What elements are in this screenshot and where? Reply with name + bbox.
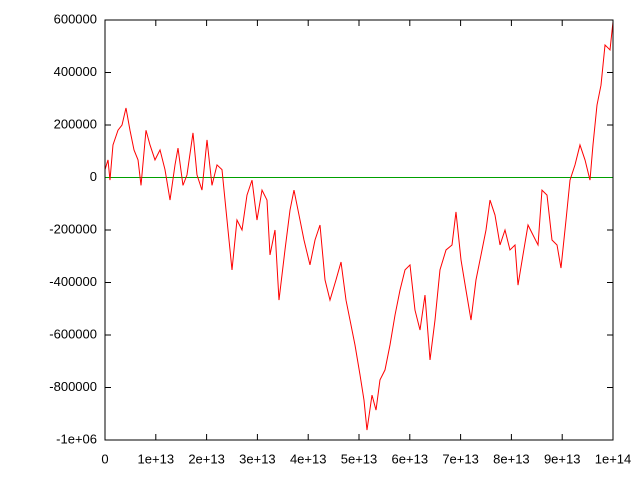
y-tick-label: 600000 [54,11,97,26]
x-tick-label: 8e+13 [493,451,530,466]
x-tick-label: 9e+13 [544,451,581,466]
data-line [104,21,614,431]
x-tick-label: 1e+13 [138,451,175,466]
x-tick-label: 5e+13 [341,451,378,466]
y-tick-label: 400000 [54,64,97,79]
x-tick-label: 7e+13 [442,451,479,466]
x-tick-label: 4e+13 [290,451,327,466]
y-tick-label: 200000 [54,116,97,131]
y-tick-label: -200000 [49,221,97,236]
x-tick-label: 6e+13 [392,451,429,466]
x-tick-label: 2e+13 [188,451,225,466]
y-tick-label: -600000 [49,326,97,341]
y-tick-label: -800000 [49,379,97,394]
plot-border [104,19,614,441]
x-tick-label: 3e+13 [239,451,276,466]
y-tick-label: -1e+06 [56,431,97,446]
y-tick-label: -400000 [49,274,97,289]
x-tick-label: 0 [101,451,108,466]
x-tick-label: 1e+14 [595,451,632,466]
y-tick-label: 0 [90,169,97,184]
